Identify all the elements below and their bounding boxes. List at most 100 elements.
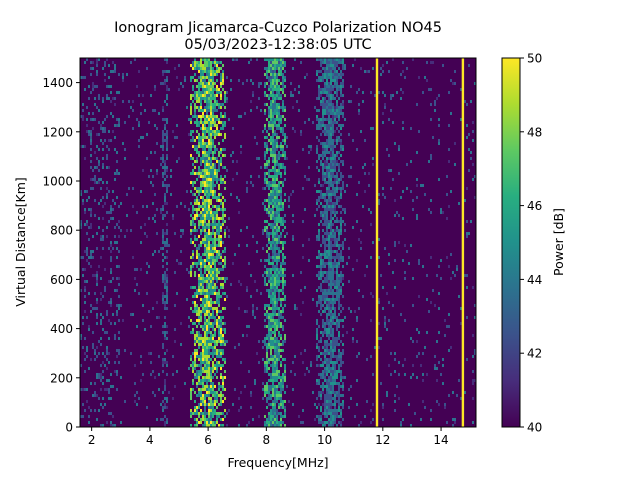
heatmap-cell	[266, 364, 268, 367]
heatmap-cell	[378, 193, 380, 196]
heatmap-cell	[342, 115, 344, 118]
heatmap-cell	[328, 73, 330, 76]
heatmap-cell	[276, 283, 278, 286]
heatmap-cell	[198, 247, 200, 250]
heatmap-cell	[282, 163, 284, 166]
heatmap-cell	[270, 286, 272, 289]
heatmap-cell	[266, 250, 268, 253]
heatmap-cell	[270, 142, 272, 145]
heatmap-cell	[322, 412, 324, 415]
heatmap-cell	[122, 73, 124, 76]
heatmap-cell	[324, 325, 326, 328]
heatmap-cell	[200, 304, 202, 307]
heatmap-cell	[152, 202, 154, 205]
heatmap-cell	[240, 391, 242, 394]
heatmap-cell	[340, 370, 342, 373]
heatmap-cell	[284, 337, 286, 340]
heatmap-cell	[336, 289, 338, 292]
heatmap-cell	[282, 280, 284, 283]
heatmap-cell	[192, 172, 194, 175]
heatmap-cell	[162, 160, 164, 163]
heatmap-cell	[102, 181, 104, 184]
heatmap-cell	[200, 397, 202, 400]
heatmap-cell	[332, 298, 334, 301]
heatmap-cell	[214, 70, 216, 73]
heatmap-cell	[210, 139, 212, 142]
heatmap-cell	[388, 154, 390, 157]
heatmap-cell	[224, 235, 226, 238]
heatmap-cell	[90, 409, 92, 412]
heatmap-cell	[318, 325, 320, 328]
heatmap-cell	[326, 202, 328, 205]
heatmap-cell	[336, 328, 338, 331]
heatmap-cell	[194, 202, 196, 205]
heatmap-cell	[332, 157, 334, 160]
heatmap-cell	[196, 115, 198, 118]
heatmap-cell	[100, 319, 102, 322]
heatmap-cell	[216, 214, 218, 217]
heatmap-cell	[328, 250, 330, 253]
heatmap-cell	[264, 91, 266, 94]
heatmap-cell	[210, 367, 212, 370]
heatmap-cell	[224, 220, 226, 223]
heatmap-cell	[278, 259, 280, 262]
heatmap-cell	[274, 199, 276, 202]
heatmap-cell	[208, 205, 210, 208]
heatmap-cell	[336, 64, 338, 67]
heatmap-cell	[94, 382, 96, 385]
heatmap-cell	[338, 259, 340, 262]
heatmap-cell	[318, 253, 320, 256]
heatmap-cell	[320, 277, 322, 280]
heatmap-cell	[452, 82, 454, 85]
heatmap-cell	[220, 418, 222, 421]
heatmap-cell	[80, 226, 82, 229]
heatmap-cell	[394, 394, 396, 397]
heatmap-cell	[326, 127, 328, 130]
heatmap-cell	[272, 247, 274, 250]
heatmap-cell	[122, 142, 124, 145]
heatmap-cell	[204, 358, 206, 361]
heatmap-cell	[244, 112, 246, 115]
heatmap-cell	[204, 409, 206, 412]
heatmap-cell	[118, 205, 120, 208]
heatmap-cell	[338, 76, 340, 79]
heatmap-cell	[204, 388, 206, 391]
heatmap-cell	[214, 109, 216, 112]
heatmap-cell	[272, 424, 274, 427]
heatmap-cell	[278, 163, 280, 166]
heatmap-cell	[206, 151, 208, 154]
heatmap-cell	[204, 238, 206, 241]
heatmap-cell	[326, 211, 328, 214]
heatmap-cell	[82, 268, 84, 271]
heatmap-cell	[198, 172, 200, 175]
heatmap-cell	[274, 292, 276, 295]
heatmap-cell	[200, 355, 202, 358]
heatmap-cell	[216, 310, 218, 313]
heatmap-cell	[272, 58, 274, 61]
heatmap-cell	[100, 298, 102, 301]
heatmap-cell	[278, 181, 280, 184]
heatmap-cell	[330, 220, 332, 223]
heatmap-cell	[302, 256, 304, 259]
heatmap-cell	[284, 64, 286, 67]
heatmap-cell	[214, 373, 216, 376]
heatmap-cell	[218, 319, 220, 322]
heatmap-cell	[192, 169, 194, 172]
heatmap-cell	[166, 166, 168, 169]
heatmap-cell	[330, 394, 332, 397]
heatmap-cell	[318, 310, 320, 313]
heatmap-cell	[360, 421, 362, 424]
heatmap-cell	[264, 85, 266, 88]
heatmap-cell	[94, 358, 96, 361]
heatmap-cell	[330, 415, 332, 418]
heatmap-cell	[336, 178, 338, 181]
heatmap-cell	[208, 292, 210, 295]
heatmap-cell	[208, 193, 210, 196]
heatmap-cell	[200, 283, 202, 286]
heatmap-cell	[220, 325, 222, 328]
heatmap-cell	[284, 133, 286, 136]
heatmap-cell	[464, 199, 466, 202]
heatmap-cell	[316, 274, 318, 277]
heatmap-cell	[194, 97, 196, 100]
heatmap-cell	[274, 397, 276, 400]
